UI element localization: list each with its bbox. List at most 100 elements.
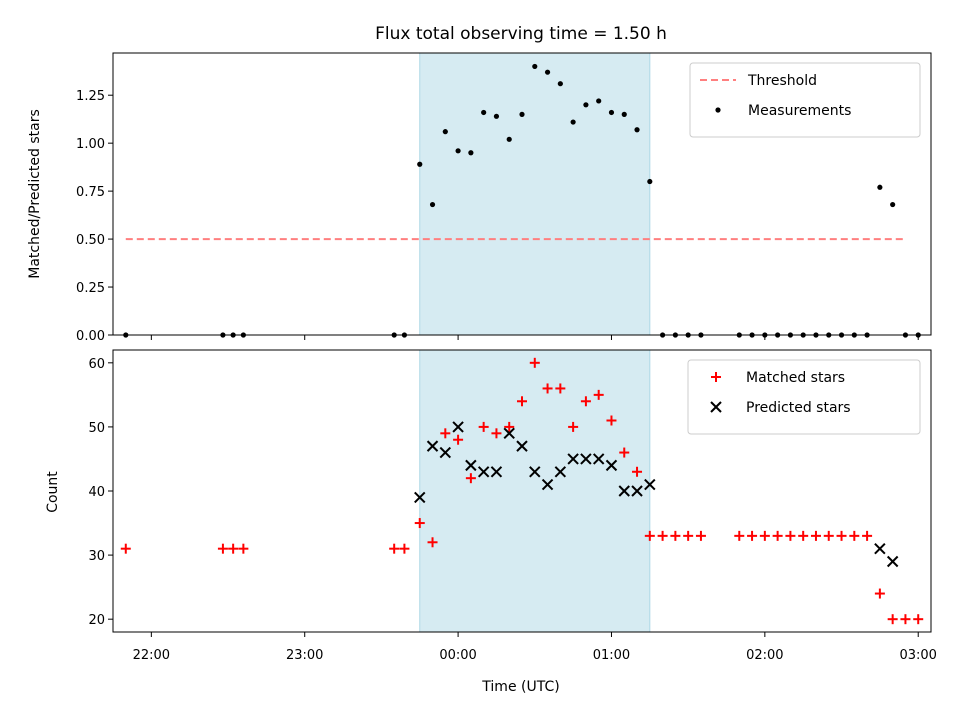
matched-point (389, 543, 400, 554)
shaded-interval (419, 52, 651, 336)
matched-point (772, 530, 783, 541)
measurement-point (608, 109, 615, 116)
legend-box (689, 62, 921, 138)
measurement-point (429, 201, 436, 208)
legend-label: Predicted stars (746, 400, 851, 416)
predicted-point (554, 466, 567, 478)
measurement-point (596, 98, 602, 104)
measurement-point (519, 111, 525, 117)
measurement-point (583, 102, 589, 108)
matched-point (238, 543, 249, 554)
matched-point (785, 530, 796, 541)
matched-point (529, 357, 540, 368)
matched-point (874, 588, 885, 599)
predicted-point (477, 466, 490, 478)
matched-point (217, 543, 228, 554)
predicted-point (618, 485, 630, 497)
measurement-point (544, 69, 551, 75)
top-y-axis-label: Matched/Predicted stars (27, 109, 43, 279)
matched-point (427, 537, 438, 548)
legend-label: Measurements (748, 103, 851, 119)
y-tick-label: 1.25 (76, 89, 105, 104)
matched-point (747, 530, 758, 541)
predicted-point (580, 453, 592, 465)
chart-title: Flux total observing time = 1.50 h (375, 24, 667, 44)
axes-frame (112, 52, 932, 336)
matched-point (900, 614, 911, 625)
measurement-point (621, 111, 627, 117)
legend: Matched stars Predicted stars (687, 359, 921, 435)
predicted-point (592, 453, 605, 465)
measurement-point (647, 178, 653, 185)
matched-point (228, 543, 239, 554)
matched-point (657, 530, 668, 541)
matched-point (453, 434, 464, 445)
measurement-point (442, 129, 448, 135)
predicted-point (452, 421, 464, 433)
matched-point (517, 396, 527, 407)
matched-point (414, 518, 425, 529)
predicted-point (426, 440, 439, 452)
matched-point (619, 447, 630, 458)
matched-point (759, 530, 770, 541)
predicted-point (465, 459, 477, 472)
measurement-point (557, 81, 563, 87)
x-tick-label: 22:00 (133, 648, 170, 663)
bottom-panel: 20 30 40 50 60 22:00 23:00 00:00 01:00 02:00 03:00… (88, 349, 937, 663)
matched-point (120, 543, 131, 554)
matched-point (580, 396, 591, 407)
predicted-point (414, 491, 426, 504)
matched-point (440, 428, 451, 439)
matched-point (734, 530, 745, 541)
x-tick-label: 01:00 (593, 648, 630, 663)
matched-point (399, 543, 410, 554)
x-tick-label: 23:00 (286, 648, 323, 663)
predicted-point (490, 466, 503, 478)
predicted-point (541, 478, 554, 491)
y-tick-label: 0.00 (76, 329, 105, 344)
measurement-point (417, 161, 423, 167)
matched-point (593, 389, 604, 400)
matched-point (606, 415, 617, 426)
measurement-point (481, 109, 487, 116)
predicted-point (567, 453, 579, 465)
matched-point (683, 530, 694, 541)
shaded-interval (419, 349, 651, 633)
predicted-point (529, 466, 541, 478)
y-tick-label: 0.25 (76, 281, 105, 296)
y-tick-label: 40 (88, 485, 105, 500)
matched-point (632, 466, 643, 477)
predicted-point (874, 542, 886, 555)
y-tick-label: 50 (88, 421, 105, 436)
matched-point (644, 530, 655, 541)
predicted-point (644, 478, 656, 491)
legend-predicted-marker (710, 401, 722, 413)
predicted-point (516, 440, 528, 452)
y-tick-label: 0.75 (76, 185, 105, 200)
predicted-point (605, 459, 618, 472)
measurement-point (468, 150, 474, 156)
measurement-point (532, 63, 538, 70)
legend-label: Matched stars (746, 370, 845, 386)
predicted-point (886, 555, 899, 568)
predicted-point (631, 485, 643, 497)
y-tick-label: 30 (88, 549, 105, 564)
matched-point (913, 614, 924, 625)
matched-point (836, 530, 847, 541)
matched-point (810, 530, 821, 541)
y-tick-label: 20 (88, 613, 105, 628)
measurement-point (455, 148, 461, 154)
x-tick-label: 03:00 (899, 648, 936, 663)
legend-measurement-marker (715, 107, 721, 113)
legend-box (687, 359, 921, 435)
bottom-y-axis-label: Count (45, 471, 61, 513)
top-panel: 0.00 0.25 0.50 0.75 1.00 1.25 Threshold Measure… (76, 52, 932, 344)
x-tick-label: 02:00 (746, 648, 783, 663)
matched-point (491, 428, 502, 439)
matched-point (849, 530, 860, 541)
legend: Threshold Measurements (689, 62, 921, 138)
matched-point (670, 530, 681, 541)
matched-point (465, 473, 476, 484)
legend-label: Threshold (747, 73, 817, 89)
